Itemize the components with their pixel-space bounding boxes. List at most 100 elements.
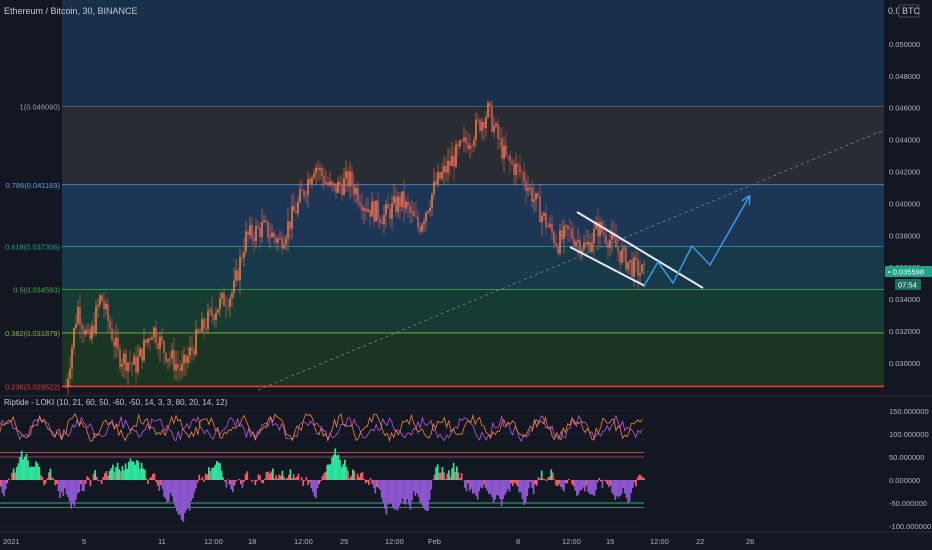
- histogram-bar: [1, 480, 4, 493]
- candle-body: [449, 160, 451, 166]
- candle-body: [549, 223, 551, 227]
- histogram-bar: [640, 475, 642, 480]
- candle-body: [181, 363, 183, 371]
- histogram-bar: [558, 480, 561, 485]
- histogram-bar: [108, 470, 111, 480]
- candle-body: [643, 263, 645, 265]
- histogram-bar: [424, 480, 426, 510]
- histogram-bar: [497, 480, 500, 496]
- histogram-bar: [537, 477, 540, 480]
- candle-body: [73, 328, 75, 348]
- candle-body: [83, 329, 85, 335]
- candle-body: [471, 145, 473, 147]
- candle-body: [453, 156, 455, 167]
- candle-body: [413, 211, 415, 216]
- candle-body: [365, 208, 367, 212]
- time-axis[interactable]: 2021 5 11 12:00 18 12:00 25 12:00 Feb 8 12:00 15 12:…: [0, 531, 932, 546]
- histogram-bar: [8, 478, 10, 480]
- histogram-bar: [78, 480, 81, 493]
- histogram-bar: [81, 480, 84, 492]
- candle-body: [307, 179, 309, 195]
- candle-body: [185, 354, 187, 363]
- histogram-bar: [550, 469, 553, 480]
- histogram-bar: [203, 480, 205, 482]
- drawings[interactable]: [62, 129, 885, 391]
- histogram-bar: [44, 480, 47, 484]
- candle-body: [331, 181, 333, 186]
- candle-body: [163, 340, 165, 353]
- candle-body: [293, 206, 295, 212]
- candle-body: [361, 205, 363, 211]
- time-tick-label: 15: [606, 537, 614, 546]
- histogram-bar: [27, 460, 29, 480]
- histogram-bar: [284, 478, 287, 480]
- histogram-bar: [425, 480, 428, 511]
- currency-badge[interactable]: [898, 4, 920, 18]
- candle-body: [241, 257, 243, 258]
- price-axis[interactable]: 0.050000 0.048000 0.046000 0.044000 0.042000…: [884, 0, 932, 395]
- histogram-bar: [240, 480, 242, 485]
- histogram-bar: [548, 476, 551, 480]
- fib-band-3: [62, 289, 884, 333]
- candle-body: [617, 247, 619, 252]
- histogram-bar: [465, 480, 468, 492]
- histogram-bar: [588, 480, 591, 495]
- candle-body: [219, 298, 221, 310]
- histogram-bar: [409, 480, 412, 510]
- candle-body: [239, 257, 241, 281]
- histogram-bar: [526, 480, 529, 497]
- histogram-bar: [156, 480, 159, 486]
- candle-body: [71, 347, 73, 369]
- candle-body: [281, 237, 283, 249]
- candle-body: [211, 309, 213, 316]
- histogram-bar: [406, 480, 409, 500]
- histogram-bar: [48, 472, 50, 480]
- candle-body: [429, 208, 431, 212]
- candle-body: [405, 201, 407, 209]
- histogram-bar: [534, 480, 537, 485]
- candle-body: [303, 190, 305, 196]
- candle-body: [397, 196, 399, 213]
- histogram-bar: [60, 480, 63, 492]
- candle-body: [439, 172, 441, 179]
- candle-body: [301, 189, 303, 191]
- histogram-bar: [132, 461, 135, 480]
- histogram-bar: [140, 462, 143, 480]
- osc-tick-label: 0.000000: [889, 476, 920, 485]
- histogram-bar: [120, 471, 122, 480]
- histogram-bar: [620, 480, 623, 494]
- histogram-bar: [76, 480, 79, 494]
- histogram-bar: [294, 478, 297, 480]
- candle-body: [499, 138, 501, 140]
- histogram-bar: [510, 480, 513, 484]
- candle-body: [403, 191, 405, 209]
- candle-body: [597, 222, 599, 237]
- histogram-bar: [585, 480, 588, 486]
- candle-body: [589, 241, 591, 252]
- histogram-bar: [628, 480, 631, 502]
- candle-body: [225, 306, 227, 307]
- histogram-bar: [312, 480, 314, 492]
- candle-body: [119, 349, 121, 367]
- histogram-bar: [65, 480, 68, 495]
- histogram-bar: [275, 475, 277, 480]
- candle-body: [519, 166, 521, 173]
- histogram-bar: [480, 480, 482, 488]
- histogram-bar: [276, 478, 279, 480]
- time-tick-label: 22: [696, 537, 704, 546]
- candle-body: [375, 200, 377, 222]
- candle-body: [321, 168, 323, 176]
- candle-body: [313, 173, 315, 178]
- histogram-bar: [390, 480, 393, 504]
- candle-body: [609, 239, 611, 248]
- candle-body: [407, 201, 409, 207]
- histogram-bar: [182, 480, 185, 522]
- candle-body: [269, 236, 271, 238]
- candle-body: [537, 193, 539, 197]
- projection-arrow: [643, 197, 749, 287]
- histogram-bar: [524, 480, 527, 504]
- histogram-bar: [268, 473, 271, 480]
- candle-body: [633, 257, 635, 277]
- histogram-bar: [172, 480, 175, 503]
